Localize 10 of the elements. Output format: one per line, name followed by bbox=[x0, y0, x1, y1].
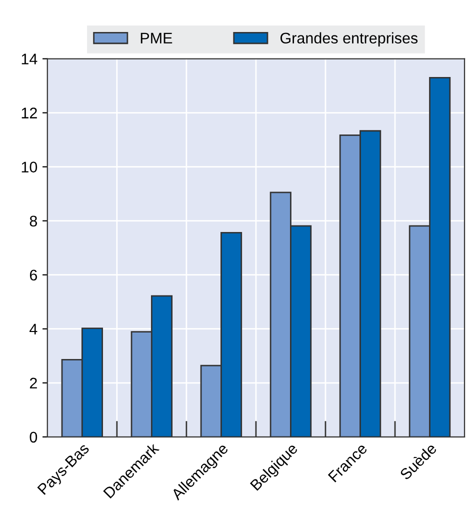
y-tick-label: 4 bbox=[30, 324, 38, 334]
y-tick-label: 0 bbox=[30, 432, 38, 443]
y-tick-label: 2 bbox=[30, 378, 37, 388]
y-tick-label: 8 bbox=[30, 216, 38, 227]
y-tick-label: 14 bbox=[22, 54, 38, 64]
y-tick-label: 10 bbox=[22, 162, 38, 172]
legend-label: Grandes entreprises bbox=[280, 32, 418, 47]
legend-label: PME bbox=[140, 32, 172, 44]
y-tick-label: 12 bbox=[22, 108, 37, 118]
y-tick-label: 6 bbox=[30, 270, 38, 281]
